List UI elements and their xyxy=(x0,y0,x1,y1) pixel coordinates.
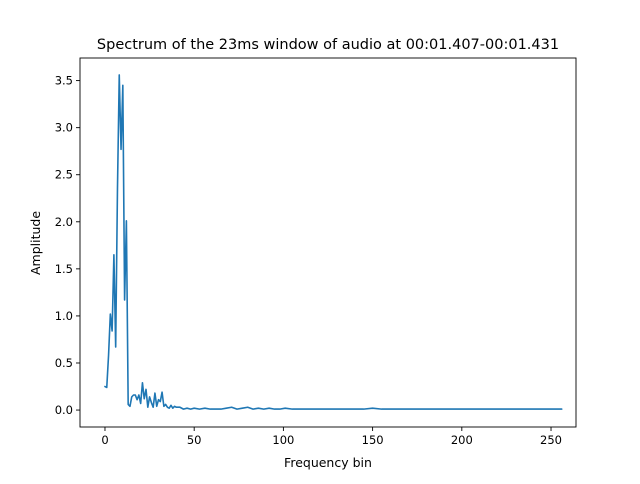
x-tick-label: 150 xyxy=(362,433,384,447)
y-tick-label: 1.0 xyxy=(55,309,73,323)
series-line-0 xyxy=(104,74,563,410)
chart-title: Spectrum of the 23ms window of audio at … xyxy=(97,37,559,53)
y-tick-label: 0.5 xyxy=(55,356,73,370)
y-axis-label: Amplitude xyxy=(28,211,43,275)
x-tick-label: 50 xyxy=(187,433,202,447)
y-tick-label: 2.0 xyxy=(55,215,73,229)
y-tick-label: 2.5 xyxy=(55,168,73,182)
y-tick-label: 1.5 xyxy=(55,262,73,276)
plot-layer: 0 50 100 150 200 250 0.0 0.5 1.0 1.5 2.0 2.5 3.0 3.5 xyxy=(55,57,577,447)
x-tick-label: 200 xyxy=(451,433,473,447)
plot-frame xyxy=(79,57,577,428)
x-tick-label: 100 xyxy=(272,433,294,447)
x-tick-label: 250 xyxy=(540,433,562,447)
x-axis-label: Frequency bin xyxy=(284,455,372,470)
y-tick-label: 0.0 xyxy=(55,403,73,417)
y-tick-label: 3.0 xyxy=(55,121,73,135)
x-tick-label: 0 xyxy=(101,433,108,447)
y-tick-label: 3.5 xyxy=(55,74,73,88)
